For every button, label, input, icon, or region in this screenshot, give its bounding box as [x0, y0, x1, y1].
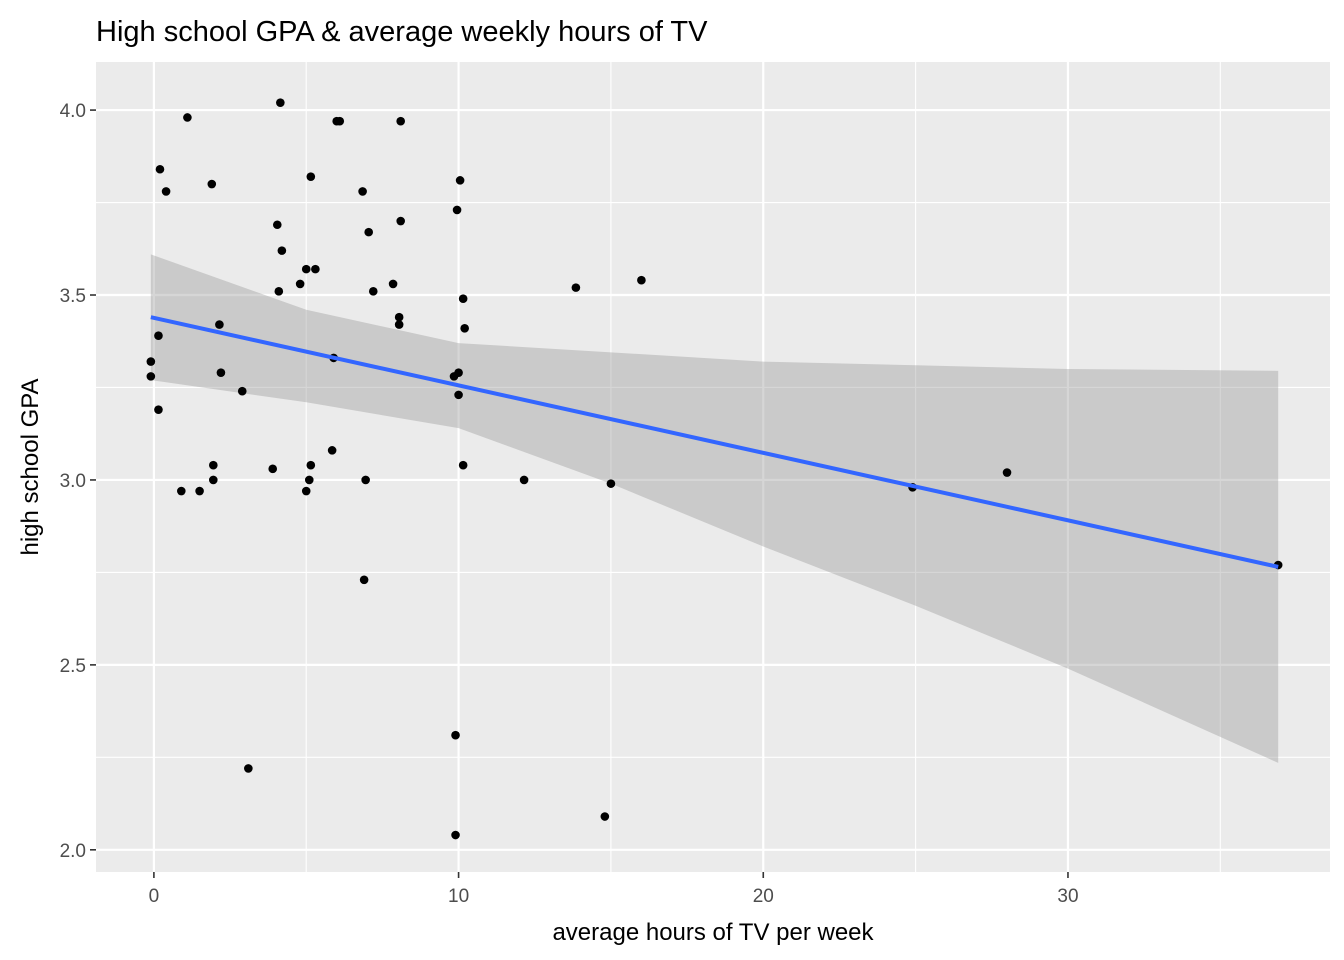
data-point: [304, 475, 314, 485]
data-point: [272, 220, 282, 230]
chart-title: High school GPA & average weekly hours o…: [96, 16, 708, 48]
data-point: [146, 372, 156, 381]
plot-panel: [96, 62, 1330, 872]
data-point: [155, 164, 165, 174]
data-point: [237, 386, 247, 396]
data-point: [454, 368, 463, 377]
data-point: [361, 475, 370, 485]
y-tick-label: 2.5: [60, 656, 86, 677]
y-tick-label: 4.0: [60, 101, 86, 122]
x-tick-label: 10: [448, 886, 469, 907]
data-point: [1002, 468, 1012, 477]
data-point: [215, 320, 224, 329]
y-tick-label: 2.0: [60, 841, 86, 862]
data-point: [458, 460, 468, 470]
data-point: [327, 446, 337, 455]
data-point: [335, 116, 345, 126]
data-point: [454, 390, 463, 400]
x-tick-label: 0: [149, 886, 160, 907]
data-point: [209, 460, 218, 470]
y-axis-title: high school GPA: [17, 379, 44, 556]
data-point: [301, 264, 311, 274]
data-point: [606, 479, 616, 488]
data-point: [306, 460, 316, 470]
data-point: [161, 187, 171, 196]
data-point: [295, 279, 305, 289]
x-axis-title: average hours of TV per week: [552, 919, 874, 946]
y-axis-ticks: 2.0 2.5 3.0 3.5 4.0: [60, 101, 96, 862]
data-point: [364, 227, 373, 237]
data-point: [452, 205, 462, 215]
data-point: [183, 113, 192, 122]
data-point: [146, 357, 156, 366]
data-point: [154, 331, 163, 340]
data-point: [396, 216, 405, 226]
data-point: [451, 730, 460, 740]
data-point: [368, 287, 378, 296]
data-point: [394, 320, 404, 329]
x-axis-ticks: 0 10 20 30: [149, 872, 1079, 907]
data-point: [274, 287, 284, 296]
data-point: [358, 187, 367, 196]
data-point: [216, 368, 226, 377]
x-tick-label: 30: [1057, 886, 1078, 907]
data-point: [458, 294, 468, 304]
data-point: [244, 764, 253, 773]
data-point: [268, 464, 278, 474]
data-point: [388, 279, 398, 289]
data-point: [209, 475, 218, 485]
minor-gridlines: [96, 62, 1330, 872]
y-tick-label: 3.0: [60, 471, 86, 492]
data-point: [277, 246, 287, 255]
data-points: [146, 98, 1283, 840]
data-point: [207, 179, 217, 189]
y-tick-label: 3.5: [60, 286, 86, 307]
data-point: [571, 283, 581, 292]
data-point: [359, 575, 369, 585]
data-point: [276, 98, 285, 107]
data-point: [311, 264, 320, 274]
data-point: [455, 176, 465, 185]
data-point: [394, 312, 404, 322]
data-point: [301, 486, 311, 496]
data-point: [177, 486, 186, 496]
data-point: [306, 172, 316, 181]
data-point: [637, 275, 646, 285]
data-point: [195, 486, 204, 496]
data-point: [396, 116, 405, 126]
regression-line: [150, 315, 1279, 569]
data-point: [451, 830, 460, 840]
data-point: [154, 405, 163, 414]
x-tick-label: 20: [753, 886, 774, 907]
data-point: [460, 324, 469, 333]
data-point: [600, 812, 610, 821]
data-point: [519, 475, 529, 485]
